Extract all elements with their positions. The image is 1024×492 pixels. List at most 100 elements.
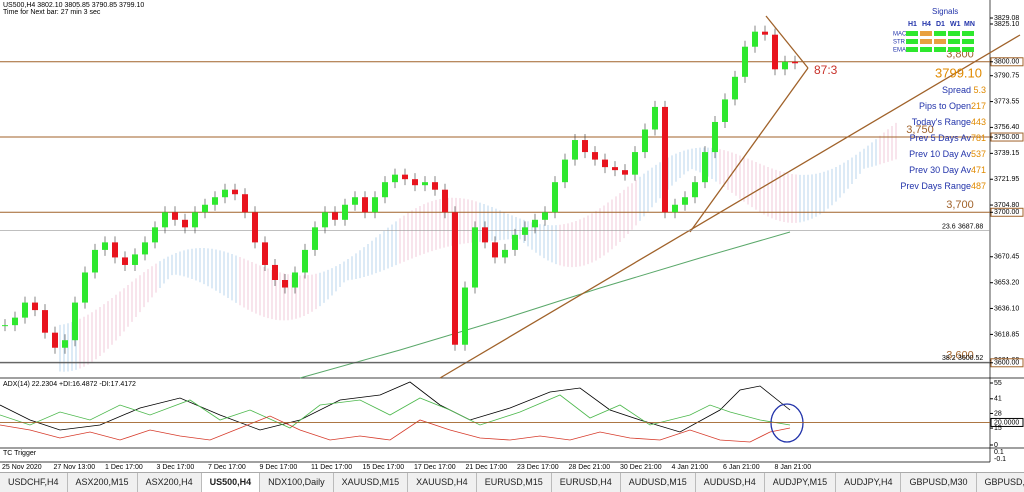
chart-tab[interactable]: AUDJPY,M15 [765, 473, 836, 492]
price-label: 3653.20 [994, 280, 1019, 287]
chart-tab[interactable]: ASX200,M15 [68, 473, 138, 492]
fib-ratio: 38.2 [942, 355, 956, 362]
signal-cell [934, 47, 946, 52]
candle [2, 325, 8, 326]
candle [152, 227, 158, 242]
date-label: 9 Dec 17:00 [260, 464, 298, 471]
candle [272, 265, 278, 280]
chart-tab[interactable]: USDCHF,H4 [0, 473, 68, 492]
candle [592, 152, 598, 160]
candle [652, 107, 658, 130]
info-value: 217 [971, 101, 986, 111]
chart-tab[interactable]: XAUUSD,H4 [408, 473, 477, 492]
date-label: 1 Dec 17:00 [105, 464, 143, 471]
candle [412, 179, 418, 185]
info-label: Prev 10 Day Av [909, 149, 971, 159]
candle [682, 197, 688, 205]
info-value: 487 [971, 181, 986, 191]
candle [622, 170, 628, 175]
timeframe: W1 [950, 21, 961, 28]
candle [602, 160, 608, 168]
timeframe: D1 [936, 21, 945, 28]
price-label: 3600.00 [994, 360, 1019, 367]
candle [372, 197, 378, 212]
chart-tab[interactable]: AUDUSD,M15 [621, 473, 696, 492]
candle [442, 190, 448, 213]
price-label: 3636.10 [994, 305, 1019, 312]
candle [392, 175, 398, 183]
chart-tab[interactable]: AUDJPY,H4 [836, 473, 901, 492]
terminal-chart: US500,H4 3802.10 3805.85 3790.85 3799.10… [0, 0, 1024, 472]
chart-tab[interactable]: GBPUSD,M30 [901, 473, 976, 492]
signal-cell [934, 31, 946, 36]
price-label: 3618.85 [994, 331, 1019, 338]
candle [262, 242, 268, 265]
signal-cell [948, 47, 960, 52]
candle [52, 333, 58, 348]
chart-tab[interactable]: EURUSD,M15 [477, 473, 552, 492]
date-label: 8 Jan 21:00 [775, 464, 812, 471]
date-label: 28 Dec 21:00 [569, 464, 611, 471]
adx-label: 41 [994, 396, 1002, 403]
date-label: 6 Jan 21:00 [723, 464, 760, 471]
price-label: 3700.00 [994, 209, 1019, 216]
date-label: 11 Dec 17:00 [311, 464, 352, 471]
candle [632, 152, 638, 175]
adx-title: ADX(14) 22.2304 +DI:16.4872 -DI:17.4172 [3, 381, 136, 388]
price-label: 3739.15 [994, 150, 1019, 157]
candle [522, 227, 528, 235]
signal-cell [962, 39, 974, 44]
signal-cell [920, 39, 932, 44]
info-label: Pips to Open [919, 101, 971, 111]
date-label: 4 Jan 21:00 [672, 464, 709, 471]
price-label: 3825.10 [994, 21, 1019, 28]
adx-label: 0 [994, 442, 998, 449]
tc-axis-label: 0.1 [994, 449, 1004, 456]
candle [102, 242, 108, 250]
chart-tab[interactable]: GBPUSD,H4 [977, 473, 1024, 492]
signal-cell [906, 31, 918, 36]
info-label: Prev Days Range [900, 181, 971, 191]
chart-tab[interactable]: XAUUSD,M15 [334, 473, 409, 492]
chart-tab[interactable]: ASX200,H4 [138, 473, 202, 492]
candle [312, 227, 318, 250]
candle [12, 318, 18, 326]
timeframe: H1 [908, 21, 917, 28]
indicator: STR [893, 40, 906, 46]
chart-tab[interactable]: EURUSD,H4 [552, 473, 621, 492]
candle [302, 250, 308, 273]
date-label: 23 Dec 17:00 [517, 464, 559, 471]
info-value: 781 [971, 133, 986, 143]
candle [182, 220, 188, 228]
candle [662, 107, 668, 212]
candle [212, 197, 218, 205]
signal-cell [934, 39, 946, 44]
info-row: Pips to Open217 [919, 101, 986, 111]
candle [72, 303, 78, 341]
date-label: 21 Dec 17:00 [466, 464, 508, 471]
chart-tab[interactable]: NDX100,Daily [260, 473, 334, 492]
candle [432, 182, 438, 190]
candle [502, 250, 508, 258]
candle [552, 182, 558, 212]
level-label: 3,700 [946, 199, 974, 211]
signals-title: Signals [932, 7, 958, 16]
info-label: Today's Range [912, 117, 971, 127]
info-value: 5.3 [973, 85, 986, 95]
adx-label: 55 [994, 380, 1002, 387]
info-row: Prev 5 Days Av781 [910, 133, 986, 143]
price-label: 3670.45 [994, 254, 1019, 261]
chart-tab[interactable]: AUDUSD,H4 [696, 473, 765, 492]
date-label: 17 Dec 17:00 [414, 464, 456, 471]
candle [772, 35, 778, 70]
info-row: Today's Range443 [912, 117, 986, 127]
price-label: 3773.55 [994, 98, 1019, 105]
fib-ratio: 23.6 [942, 223, 956, 230]
info-label: Prev 30 Day Av [909, 165, 971, 175]
candle [732, 77, 738, 100]
chart-tab[interactable]: US500,H4 [202, 473, 261, 492]
candle [362, 197, 368, 212]
date-label: 15 Dec 17:00 [363, 464, 405, 471]
candle [782, 62, 788, 70]
candle [642, 130, 648, 153]
